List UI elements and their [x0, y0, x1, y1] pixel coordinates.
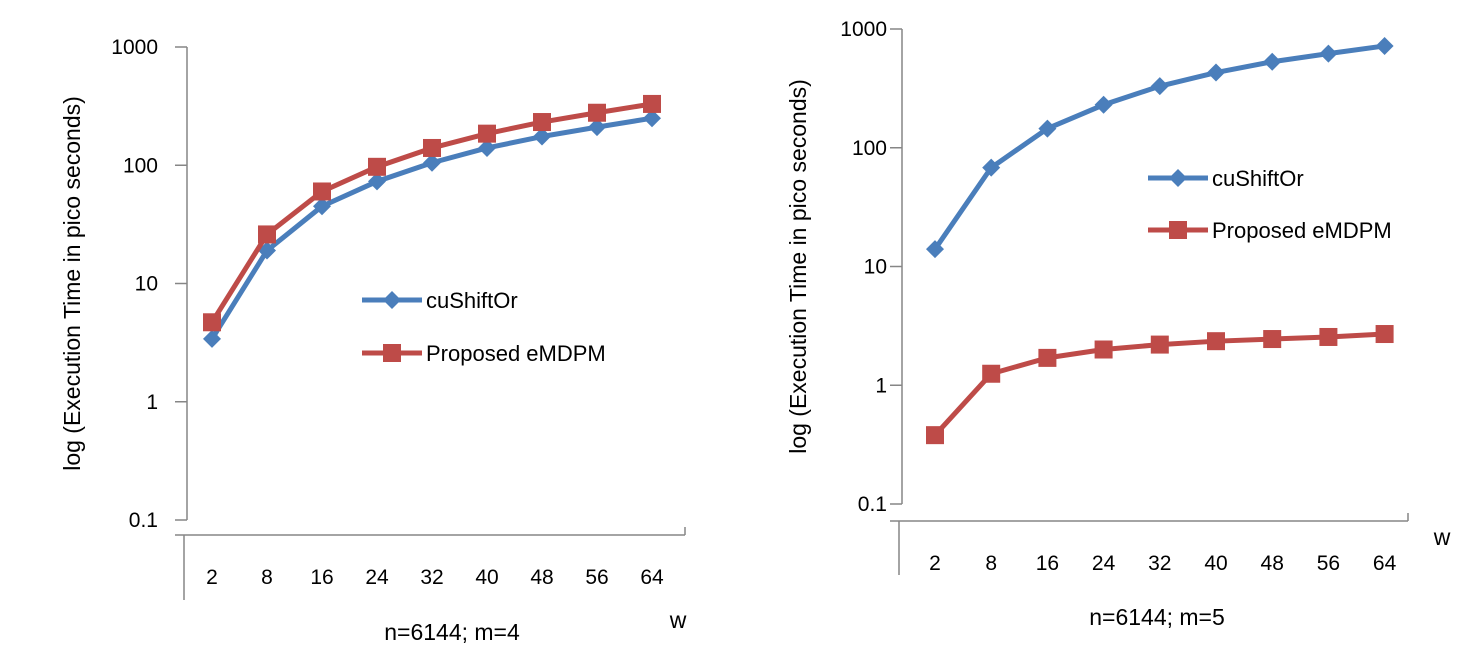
data-point — [643, 109, 661, 128]
y-tick-label: 10 — [864, 256, 887, 279]
y-tick-label: 0.1 — [129, 509, 158, 532]
x-tick-label: 56 — [1317, 552, 1340, 575]
y-tick-label: 100 — [852, 137, 887, 160]
y-tick-label: 1 — [875, 374, 887, 397]
data-point — [1207, 63, 1225, 82]
data-point — [1263, 330, 1282, 349]
data-point — [1094, 340, 1113, 359]
data-point — [926, 426, 944, 445]
x-tick-label: 56 — [585, 566, 608, 589]
data-point — [313, 197, 331, 216]
data-point — [1094, 95, 1113, 114]
legend-marker — [383, 344, 401, 362]
series-cushiftor — [926, 36, 1394, 259]
data-point — [1150, 77, 1169, 96]
data-point — [1207, 332, 1225, 351]
legend-entry: cuShiftOr — [362, 288, 518, 313]
data-point — [313, 182, 331, 201]
x-tick-label: 16 — [1036, 552, 1059, 575]
x-tick-label: 40 — [1204, 552, 1227, 575]
legend-entry: Proposed eMDPM — [1148, 218, 1392, 243]
x-tick-label: 24 — [1092, 552, 1116, 575]
x-tick-label: 64 — [1373, 552, 1397, 575]
legend-marker — [383, 291, 401, 309]
data-point — [203, 329, 221, 348]
data-point — [478, 124, 496, 143]
data-point — [926, 240, 944, 259]
x-tick-label: 48 — [530, 566, 553, 589]
x-tick-label: 64 — [640, 566, 664, 589]
series-cushiftor — [203, 109, 661, 348]
x-tick-label: 24 — [365, 566, 389, 589]
series-proposed-emdpm — [203, 94, 661, 332]
legend-label: cuShiftOr — [1212, 166, 1304, 191]
data-point — [1038, 119, 1057, 138]
y-axis-title: log (Execution Time in pico seconds) — [59, 96, 85, 471]
data-point — [1375, 36, 1394, 55]
chart-left: 0.1 1 10 100 1000 2 8 16 24 32 40 48 56 64 log (Execut… — [59, 36, 687, 645]
x-tick-label: 2 — [929, 552, 941, 575]
data-point — [368, 172, 386, 191]
data-point — [423, 153, 441, 172]
y-axis-title: log (Execution Time in pico seconds) — [785, 79, 811, 454]
data-point — [588, 118, 606, 137]
x-axis-title: w — [669, 607, 687, 633]
y-tick-label: 1000 — [111, 36, 158, 59]
data-point — [258, 225, 276, 244]
legend-marker — [1169, 221, 1187, 239]
data-point — [1038, 348, 1057, 367]
legend-entry: cuShiftOr — [1148, 166, 1304, 191]
x-tick-label: 16 — [310, 566, 333, 589]
y-tick-label: 0.1 — [858, 493, 887, 516]
legend-marker — [1169, 169, 1187, 187]
x-tick-label: 8 — [261, 566, 273, 589]
data-point — [982, 364, 1001, 383]
x-tick-label: 48 — [1261, 552, 1284, 575]
x-tick-label: 40 — [475, 566, 498, 589]
data-point — [1263, 52, 1282, 71]
y-tick-label: 1 — [146, 391, 158, 414]
data-point — [643, 94, 661, 113]
x-tick-label: 8 — [985, 552, 997, 575]
x-axis-title: w — [1433, 524, 1451, 550]
x-tick-label: 32 — [1148, 552, 1171, 575]
x-tick-label: 2 — [206, 566, 218, 589]
chart-caption: n=6144; m=5 — [1089, 604, 1225, 630]
data-point — [1319, 327, 1338, 346]
series-proposed-emdpm — [926, 325, 1394, 445]
data-point — [203, 313, 221, 332]
chart-caption: n=6144; m=4 — [384, 619, 520, 645]
y-tick-label: 100 — [123, 154, 158, 177]
data-point — [588, 103, 606, 122]
y-tick-label: 1000 — [840, 18, 887, 41]
legend-label: Proposed eMDPM — [1212, 218, 1392, 243]
chart-right: 0.1 1 10 100 1000 2 8 16 24 32 40 48 56 64 log (Execut… — [785, 18, 1451, 630]
data-point — [423, 138, 441, 157]
data-point — [533, 113, 551, 132]
x-tick-label: 32 — [420, 566, 443, 589]
data-point — [1375, 325, 1394, 344]
legend-label: cuShiftOr — [426, 288, 518, 313]
data-point — [368, 157, 386, 176]
legend-label: Proposed eMDPM — [426, 341, 606, 366]
legend-entry: Proposed eMDPM — [362, 341, 606, 366]
data-point — [1150, 335, 1169, 354]
data-point — [982, 158, 1001, 177]
data-point — [533, 127, 551, 146]
y-tick-label: 10 — [135, 273, 158, 296]
data-point — [1319, 44, 1338, 63]
data-point — [478, 138, 496, 157]
